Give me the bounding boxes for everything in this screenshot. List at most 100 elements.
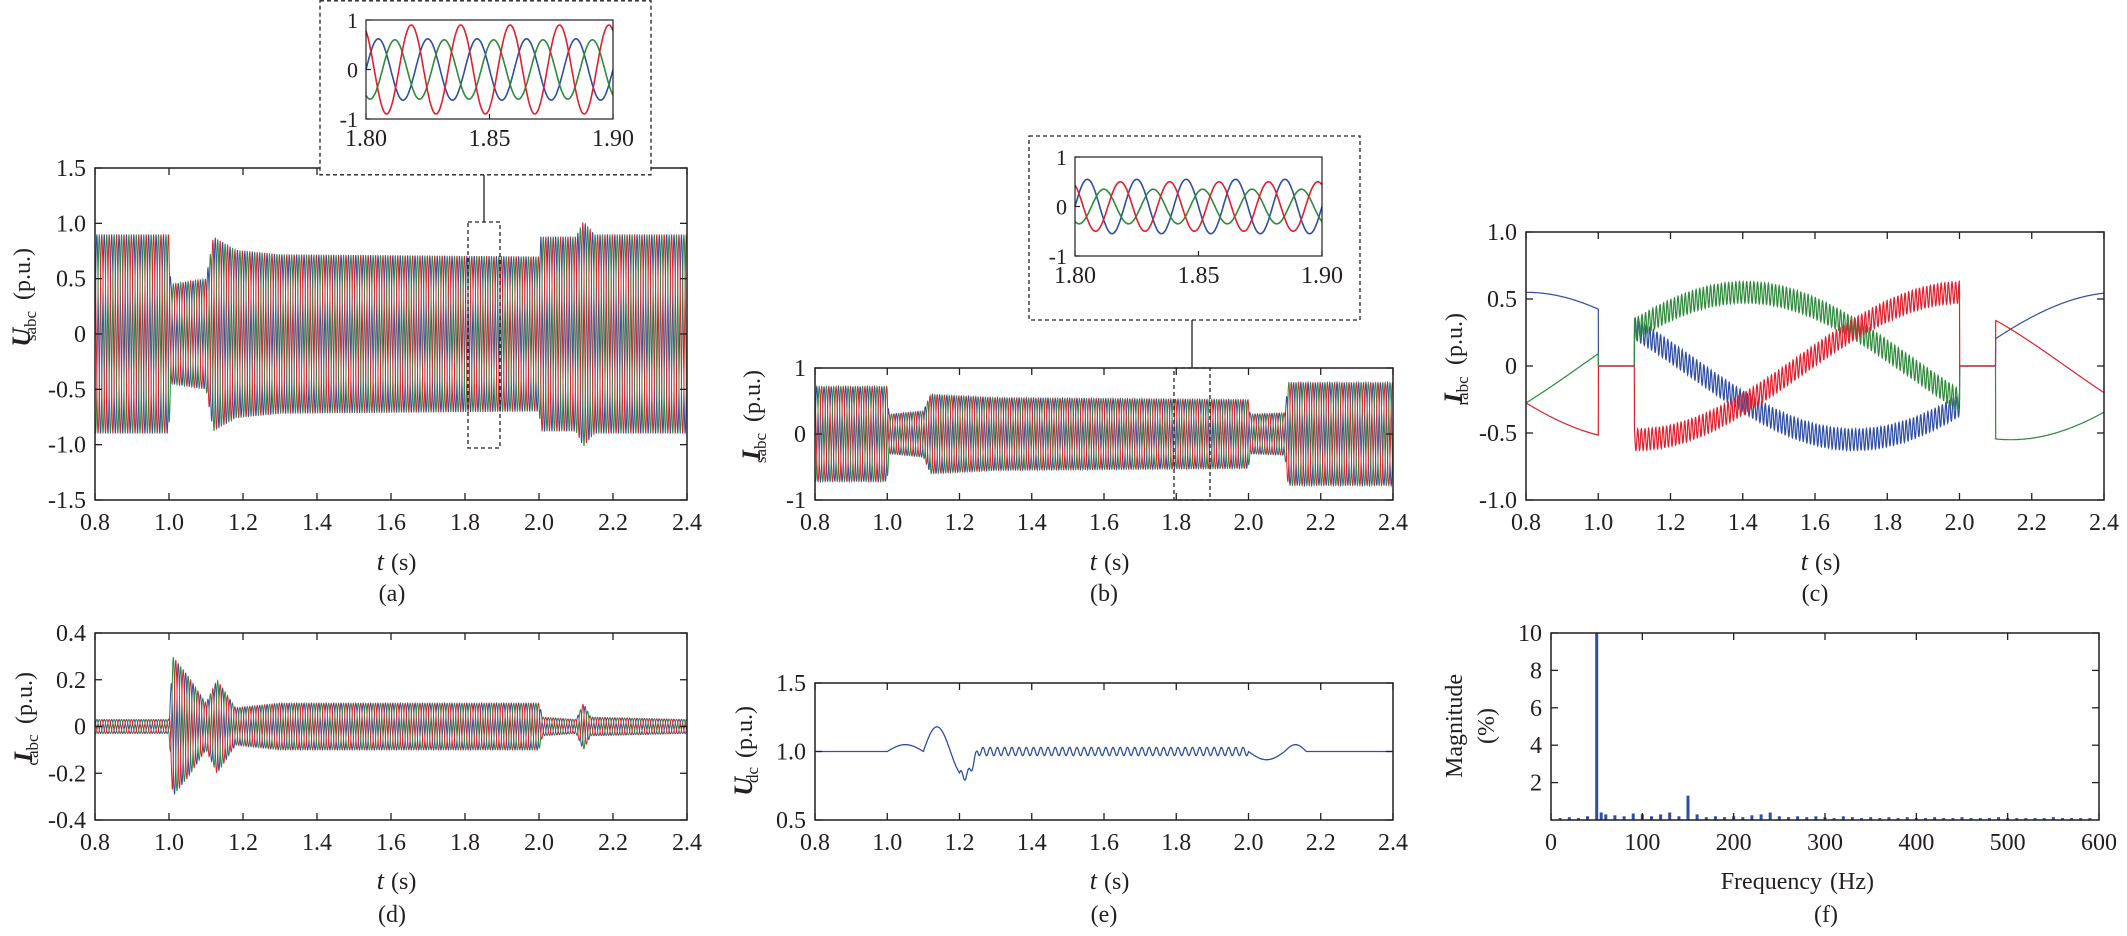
panel-d-caption: (d)	[378, 902, 406, 928]
panel-d-ytick-label: 0	[74, 715, 86, 741]
panel-f-spectrum-bar	[2051, 817, 2055, 820]
panel-f-spectrum-bar	[1860, 818, 1863, 820]
panel-f-spectrum-bar	[1887, 817, 1891, 820]
panel-d-ytick-label: -0.4	[48, 808, 86, 834]
panel-f-spectrum-bar	[1978, 818, 1982, 820]
panel-a-ytick-label: -0.5	[48, 377, 86, 403]
panel-f-xlabel-main: Frequency	[1721, 869, 1822, 895]
panel-c-ytick-label: -1.0	[1479, 488, 1517, 514]
panel-f-spectrum-bar	[1832, 818, 1836, 820]
panel-a-ytick-label: 0	[74, 322, 86, 348]
panel-e: 0.8 1.0 1.2 1.4 1.6 1.8 2.0 2.2 2.4 0.5 1.0 1.5 U d…	[729, 671, 1408, 928]
panel-c-xtick-label: 0.8	[1511, 510, 1541, 536]
panel-b-ylabel-sub: sabc	[751, 432, 770, 463]
panel-f-caption: (f)	[1814, 902, 1838, 928]
panel-a-inset-xtick-label: 1.85	[469, 126, 511, 152]
panel-b-xtick-label: 1.0	[872, 510, 902, 536]
panel-f-spectrum-bar	[1604, 814, 1608, 820]
panel-b-inset-xtick-label: 1.85	[1178, 263, 1220, 289]
panel-f-ytick-label: 4	[1530, 733, 1542, 759]
panel-f-xlabel-unit: (Hz)	[1830, 869, 1874, 895]
panel-f-spectrum-bar	[1695, 814, 1699, 820]
panel-b-phase-c-trace	[814, 381, 1394, 487]
panel-f-spectrum-bar	[1650, 816, 1653, 820]
panel-e-xtick-label: 1.0	[872, 830, 902, 856]
panel-f-xtick-label: 200	[1716, 830, 1752, 856]
panel-f-spectrum-bar	[1841, 816, 1845, 820]
panel-b-xtick-label: 1.2	[945, 510, 975, 536]
panel-c-xtick-label: 1.8	[1872, 510, 1902, 536]
panel-f-frame	[1550, 632, 2100, 821]
panel-a-inset: 1.80 1.85 1.90 1 0 -1	[319, 0, 652, 176]
panel-c-xtick-label: 2.0	[1945, 510, 1975, 536]
panel-b: 0.8 1.0 1.2 1.4 1.6 1.8 2.0 2.2 2.4 -1 0 1 I sabc (…	[737, 135, 1408, 607]
panel-a-xtick-label: 2.2	[598, 510, 628, 536]
panel-a-ticks: 0.8 1.0 1.2 1.4 1.6 1.8 2.0 2.2 2.4 -1.5 -1.0 -0.5 0…	[48, 156, 702, 536]
panel-a-ytick-label: -1.5	[48, 488, 86, 514]
panel-c-caption: (c)	[1802, 581, 1829, 607]
panel-c-xtick-label: 1.2	[1656, 510, 1686, 536]
panel-d-phase-c-trace	[94, 659, 688, 790]
panel-a-xtick-label: 2.0	[524, 510, 554, 536]
panel-b-xtick-label: 2.2	[1306, 510, 1336, 536]
panel-f-spectrum-bar	[1704, 817, 1708, 820]
panel-a-xtick-label: 1.0	[154, 510, 184, 536]
panel-e-xtick-label: 2.4	[1378, 830, 1408, 856]
panel-e-xtick-label: 2.2	[1306, 830, 1336, 856]
panel-e-udc-trace	[815, 726, 1393, 781]
panel-e-ytick-label: 1.0	[776, 740, 806, 766]
panel-b-phase-a-trace	[814, 380, 1394, 488]
panel-f-spectrum-bar	[2088, 818, 2092, 820]
panel-f-spectrum-bar	[2033, 818, 2037, 820]
panel-f-xtick-label: 100	[1624, 830, 1660, 856]
panel-f-spectrum-bar	[1599, 812, 1603, 820]
panel-c-xtick-label: 1.6	[1800, 510, 1830, 536]
panel-f-spectrum-bar	[1924, 818, 1927, 820]
panel-b-inset-phase-a	[1074, 178, 1323, 235]
panel-a-phase-c-trace	[94, 222, 688, 444]
panel-e-xtick-label: 0.8	[800, 830, 830, 856]
panel-e-ylabel-main: U	[729, 776, 758, 796]
panel-a-xtick-label: 2.4	[672, 510, 702, 536]
panel-f-spectrum-bar	[1805, 817, 1809, 820]
panel-b-xtick-label: 1.8	[1161, 510, 1191, 536]
panel-d-ytick-label: -0.2	[48, 761, 86, 787]
panel-b-inset-ytick-label: 1	[1056, 145, 1067, 170]
panel-e-ytick-label: 0.5	[776, 808, 806, 834]
panel-b-xtick-label: 2.0	[1234, 510, 1264, 536]
panel-c-xlabel-unit: (s)	[1815, 550, 1840, 576]
panel-d-traces	[94, 657, 688, 795]
panel-f-spectrum-bar	[1631, 813, 1635, 820]
panel-d-ytick-label: 0.2	[56, 668, 86, 694]
panel-d-ylabel-main: I	[9, 751, 38, 763]
panel-a-inset-phase-a	[365, 37, 614, 102]
panel-f-spectrum-bar	[1896, 818, 1900, 820]
panel-b-xtick-label: 1.6	[1089, 510, 1119, 536]
panel-c-phase-c-trace	[1525, 279, 2105, 453]
panel-f-spectrum-bar	[2061, 818, 2064, 820]
panel-f-xtick-label: 500	[1990, 830, 2026, 856]
panel-f-spectrum-bar	[1987, 818, 1991, 820]
panel-c-traces	[1525, 279, 2105, 453]
panel-a-caption: (a)	[379, 581, 406, 607]
panel-f-spectrum-bar	[1741, 817, 1745, 820]
panel-c-ylabel-sub: rabc	[1453, 376, 1472, 406]
panel-b-inset-phase-c	[1074, 181, 1323, 232]
panel-b-inset-xtick-label: 1.90	[1301, 263, 1343, 289]
panel-f-spectrum-bar	[1686, 795, 1690, 820]
panel-f-spectrum-bar	[1567, 817, 1571, 820]
panel-a-xlabel-main: t	[377, 547, 385, 576]
panel-e-traces	[815, 726, 1393, 781]
panel-f-spectrum-bar	[1960, 817, 1964, 820]
panel-b-phase-b-trace	[814, 381, 1394, 487]
panel-a-xtick-label: 1.2	[228, 510, 258, 536]
panel-a-inset-phase-b	[365, 39, 614, 100]
panel-f-spectrum-bar	[1787, 817, 1790, 820]
panel-a-inset-xtick-label: 1.80	[345, 126, 387, 152]
panel-b-ytick-label: 1	[794, 356, 806, 382]
panel-f-spectrum-bar	[1586, 816, 1589, 820]
panel-c-phase-b-trace	[1525, 279, 2105, 441]
panel-b-ytick-label: 0	[794, 422, 806, 448]
panel-f-xtick-label: 0	[1545, 830, 1557, 856]
panel-d-xtick-label: 1.8	[450, 830, 480, 856]
